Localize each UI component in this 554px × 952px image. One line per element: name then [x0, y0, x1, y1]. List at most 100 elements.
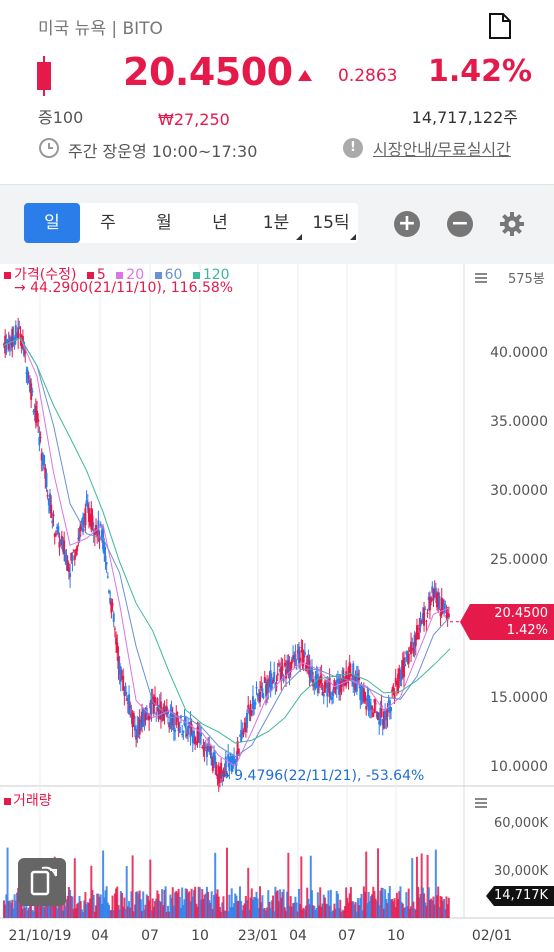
candle-body — [24, 348, 27, 354]
volume-bar — [36, 899, 39, 918]
volume-bar — [103, 897, 106, 918]
volume-bar — [3, 900, 5, 918]
candle-body — [207, 745, 210, 752]
x-tick-label: 02/01 — [472, 928, 512, 944]
volume-bar — [254, 897, 257, 918]
zoom-in-button[interactable]: + — [394, 211, 420, 237]
candle-body — [141, 711, 144, 723]
volume-bar — [226, 847, 228, 918]
menu-icon[interactable] — [475, 273, 487, 283]
volume-bar — [119, 890, 122, 918]
volume-bar — [211, 908, 214, 918]
volume-bar — [165, 911, 168, 918]
volume-bar — [333, 903, 336, 918]
volume-bar — [56, 908, 59, 918]
volume-bar — [65, 899, 68, 918]
candle-body — [116, 642, 119, 653]
volume-bar — [299, 904, 302, 918]
tab-tick[interactable]: 15틱 — [304, 203, 358, 243]
volume-bar — [241, 910, 244, 918]
up-arrow-icon — [298, 70, 312, 81]
candle-body — [8, 336, 11, 346]
tab-day[interactable]: 일 — [24, 203, 80, 243]
market-info-link[interactable]: 시장안내/무료실시간 — [373, 140, 511, 159]
volume-bar — [14, 900, 17, 918]
candle-body — [237, 748, 240, 756]
candle-body — [378, 721, 381, 725]
volume-bar — [407, 888, 410, 918]
volume-bar — [379, 890, 382, 918]
volume-bar — [412, 901, 415, 918]
candle-body — [401, 660, 404, 676]
candle-body — [360, 686, 363, 696]
gear-icon[interactable] — [499, 211, 525, 237]
candle-body — [441, 599, 444, 606]
volume-bar — [415, 856, 418, 918]
tab-week[interactable]: 주 — [100, 213, 116, 233]
volume-bar — [106, 902, 109, 918]
candle-body — [132, 713, 135, 719]
candle-body — [369, 709, 372, 711]
volume-bar — [365, 851, 368, 918]
current-price: 20.4500 — [123, 50, 293, 94]
candle-body — [425, 620, 428, 622]
period-tabs: 일 주 월 년 1분 15틱 — [24, 203, 358, 243]
volume-bar — [263, 908, 266, 918]
candle-body — [112, 613, 115, 622]
volume-bar — [97, 893, 100, 918]
tab-minute[interactable]: 1분 — [248, 203, 304, 243]
x-tick-label: 21/10/19 — [9, 928, 72, 944]
rotate-screen-button[interactable] — [18, 858, 66, 906]
high-annotation: → 44.2900(21/11/10), 116.58% — [14, 280, 234, 296]
volume-bar — [320, 906, 323, 918]
volume-bar — [443, 899, 446, 918]
volume-bar — [8, 900, 11, 918]
candle-body — [170, 708, 173, 723]
volume-bar — [49, 901, 52, 918]
volume-bar — [60, 900, 63, 918]
candle-body — [321, 691, 324, 696]
candle-body — [46, 494, 49, 497]
volume-bar — [137, 893, 140, 918]
volume-bar — [207, 891, 210, 918]
candle-body — [431, 586, 434, 593]
volume-bar — [118, 909, 121, 918]
tab-month[interactable]: 월 — [156, 213, 172, 233]
volume-bar — [61, 910, 64, 918]
candle-body — [209, 746, 212, 750]
candle-body — [299, 657, 302, 662]
candle-body — [331, 696, 334, 700]
volume-bar — [95, 905, 98, 918]
rotate-icon — [30, 866, 57, 896]
volume-bar — [148, 900, 151, 918]
volume-bar — [202, 899, 205, 918]
zoom-out-button[interactable]: − — [447, 211, 473, 237]
candle-body — [275, 685, 278, 687]
volume-bar — [243, 903, 246, 918]
volume-bar — [236, 900, 239, 918]
document-icon[interactable] — [487, 12, 513, 40]
candle-body — [80, 520, 83, 523]
candle-body — [338, 678, 341, 695]
candle-body — [156, 698, 159, 705]
volume-bar — [410, 906, 413, 918]
volume-bar — [392, 901, 395, 918]
volume-bar — [259, 886, 262, 918]
volume-bar — [216, 889, 219, 918]
volume-bar — [218, 906, 221, 918]
tab-year[interactable]: 년 — [212, 213, 228, 233]
volume-bar — [273, 911, 276, 918]
candle-body — [78, 535, 81, 540]
volume-bar — [300, 856, 303, 918]
volume-bar — [283, 907, 286, 918]
volume-bar — [397, 899, 400, 918]
volume-bar — [272, 895, 275, 918]
moving-average-line — [3, 337, 451, 767]
volume-bar — [446, 904, 449, 918]
volume-menu-icon[interactable] — [475, 798, 487, 808]
volume-bar — [447, 897, 450, 918]
volume-bar — [391, 898, 394, 918]
volume-bar — [163, 889, 166, 918]
volume-bar — [438, 907, 441, 918]
